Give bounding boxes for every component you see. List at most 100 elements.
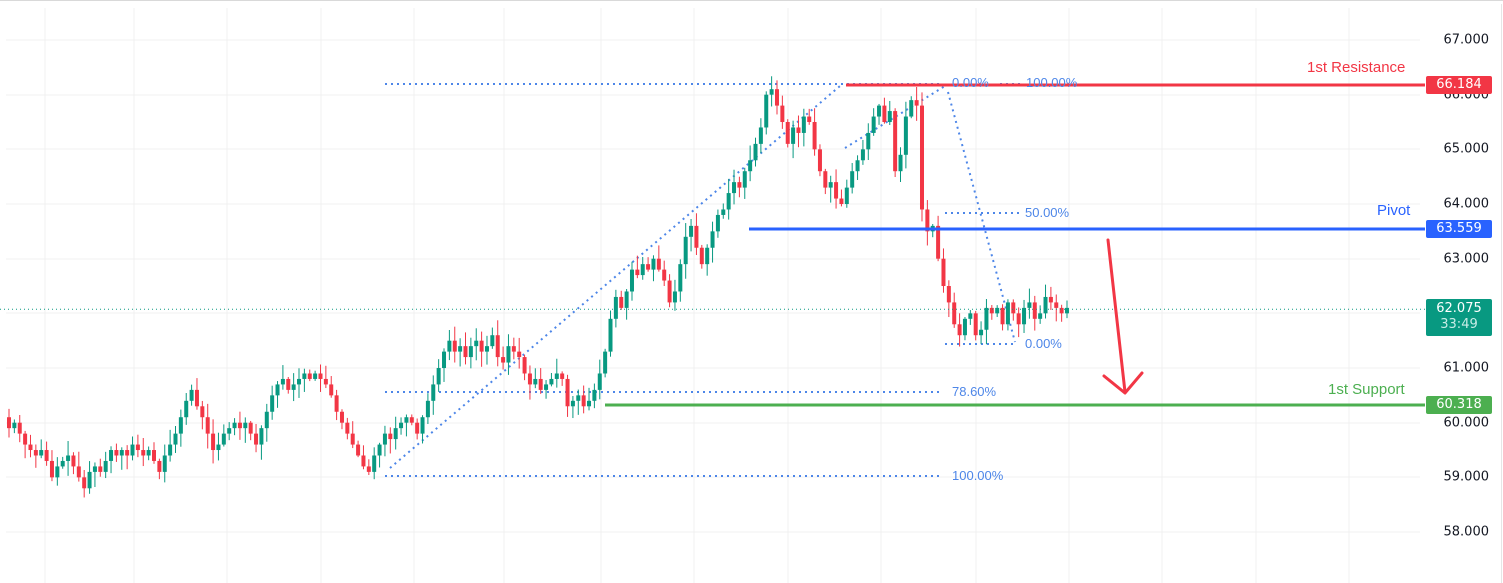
chart-top-border [0, 0, 1503, 1]
candle-down [1011, 302, 1016, 314]
candle-down [952, 302, 957, 325]
pivot-price-tag: 63.559 [1426, 220, 1492, 238]
candle-up [544, 384, 549, 390]
fib-drop-0-label: 0.00% [1025, 336, 1062, 351]
candle-down [211, 433, 216, 451]
candle-down [957, 324, 962, 336]
candle-down [350, 433, 355, 445]
candle-up [87, 471, 92, 489]
candle-up [855, 160, 860, 172]
candle-down [774, 89, 779, 106]
bar-countdown: 33:49 [1440, 317, 1478, 332]
candle-up [399, 422, 404, 429]
candle-down [345, 422, 350, 434]
chart-right-border [1501, 4, 1502, 583]
candle-down [135, 444, 140, 451]
candle-up [468, 346, 473, 358]
candle-down [286, 378, 291, 390]
candle-up [55, 466, 60, 478]
candle-up [146, 450, 151, 456]
candle-down [817, 149, 822, 172]
candle-up [431, 384, 436, 401]
candle-up [629, 269, 634, 292]
candle-down [893, 111, 898, 172]
candle-down [565, 378, 570, 407]
candle-up [313, 373, 318, 379]
candle-up [232, 422, 237, 429]
price-axis-tick: 65.000 [1443, 141, 1490, 157]
candle-up [382, 433, 387, 445]
candle-down [581, 395, 586, 407]
candle-up [576, 395, 581, 401]
candle-up [549, 378, 554, 385]
candle-down [527, 373, 532, 385]
candle-down [7, 417, 11, 429]
candle-down [501, 357, 506, 363]
candle-up [962, 318, 967, 336]
candle-down [796, 127, 801, 133]
candle-up [979, 329, 984, 336]
candle-up [103, 460, 108, 472]
price-axis-tick: 59.000 [1443, 469, 1490, 485]
candle-down [17, 422, 22, 434]
candle-up [425, 400, 430, 418]
candle-up [264, 411, 269, 429]
candle-down [737, 182, 742, 188]
candle-down [1059, 307, 1064, 314]
candle-down [882, 105, 887, 123]
candle-up [603, 351, 608, 374]
candle-down [694, 225, 699, 248]
candle-up [640, 264, 645, 276]
candle-up [291, 384, 296, 390]
candle-up [1065, 307, 1069, 314]
candle-up [850, 171, 855, 188]
candle-down [152, 450, 157, 461]
candle-down [339, 411, 344, 423]
candle-up [871, 116, 876, 133]
candle-down [125, 450, 130, 456]
fib-drop-trend-line [947, 91, 1016, 343]
candle-up [404, 417, 409, 423]
candle-down [356, 444, 361, 456]
candle-down [656, 258, 661, 270]
candle-down [560, 373, 565, 379]
candle-up [1043, 296, 1048, 314]
candle-up [270, 395, 275, 412]
candle-up [130, 444, 135, 456]
candle-up [689, 225, 694, 237]
candle-up [683, 236, 688, 265]
candle-up [909, 100, 914, 117]
candle-up [791, 127, 796, 144]
fib-upper-0-label: 0.00% [952, 75, 989, 90]
candle-down [248, 422, 253, 434]
candle-up [860, 149, 865, 161]
candle-up [844, 187, 849, 205]
candle-down [635, 269, 640, 276]
candle-up [259, 428, 264, 445]
candle-up [554, 373, 559, 379]
candle-down [463, 346, 468, 358]
price-axis-tick: 64.000 [1443, 196, 1490, 212]
down-arrow-shaft [1106, 238, 1127, 394]
candle-up [801, 116, 806, 133]
candle-up [442, 351, 447, 369]
candle-up [1022, 307, 1027, 325]
candle-down [200, 406, 205, 418]
fib-upper-trend-line [844, 85, 946, 149]
candle-up [898, 154, 903, 172]
candle-down [409, 417, 414, 423]
candle-down [366, 466, 371, 472]
support-label: 1st Support [1328, 381, 1405, 398]
candle-up [758, 127, 763, 144]
candle-up [587, 400, 592, 407]
candle-up [715, 214, 720, 232]
candle-up [710, 231, 715, 248]
candle-down [323, 378, 328, 385]
candle-up [275, 384, 280, 396]
candle-down [973, 313, 978, 336]
last-price-tag: 62.075 33:49 [1426, 299, 1492, 336]
candle-up [903, 116, 908, 155]
candle-down [44, 450, 49, 461]
